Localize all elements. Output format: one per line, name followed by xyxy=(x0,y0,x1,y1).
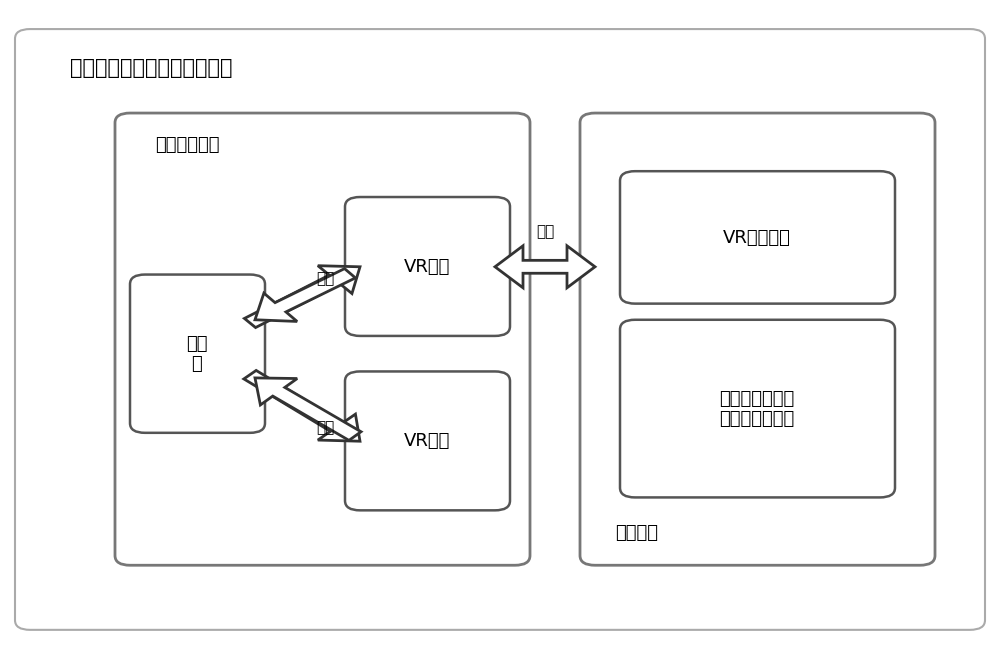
FancyBboxPatch shape xyxy=(620,171,895,304)
Text: 虚拟现实设备: 虚拟现实设备 xyxy=(155,136,220,154)
Text: 迈克尔逊干涉仪虚拟仿真系统: 迈克尔逊干涉仪虚拟仿真系统 xyxy=(70,58,232,78)
Polygon shape xyxy=(244,370,360,441)
Text: 计算设备: 计算设备 xyxy=(615,524,658,542)
Text: VR手柄: VR手柄 xyxy=(404,432,450,450)
Text: 定位
器: 定位 器 xyxy=(186,335,208,373)
FancyBboxPatch shape xyxy=(130,275,265,433)
FancyBboxPatch shape xyxy=(345,197,510,336)
Polygon shape xyxy=(495,246,595,288)
Text: 无线: 无线 xyxy=(316,420,334,435)
Text: VR运行软件: VR运行软件 xyxy=(723,229,791,247)
FancyBboxPatch shape xyxy=(580,113,935,565)
FancyBboxPatch shape xyxy=(115,113,530,565)
Polygon shape xyxy=(244,266,360,328)
FancyBboxPatch shape xyxy=(15,29,985,630)
FancyBboxPatch shape xyxy=(345,371,510,510)
Polygon shape xyxy=(255,269,355,322)
FancyBboxPatch shape xyxy=(620,320,895,497)
Text: 迈克尔逊干涉实
验装置仿真软件: 迈克尔逊干涉实 验装置仿真软件 xyxy=(719,390,795,428)
Text: VR头显: VR头显 xyxy=(404,258,450,276)
Text: 无线: 无线 xyxy=(316,271,334,286)
Polygon shape xyxy=(255,378,361,441)
Text: 有线: 有线 xyxy=(536,224,554,239)
